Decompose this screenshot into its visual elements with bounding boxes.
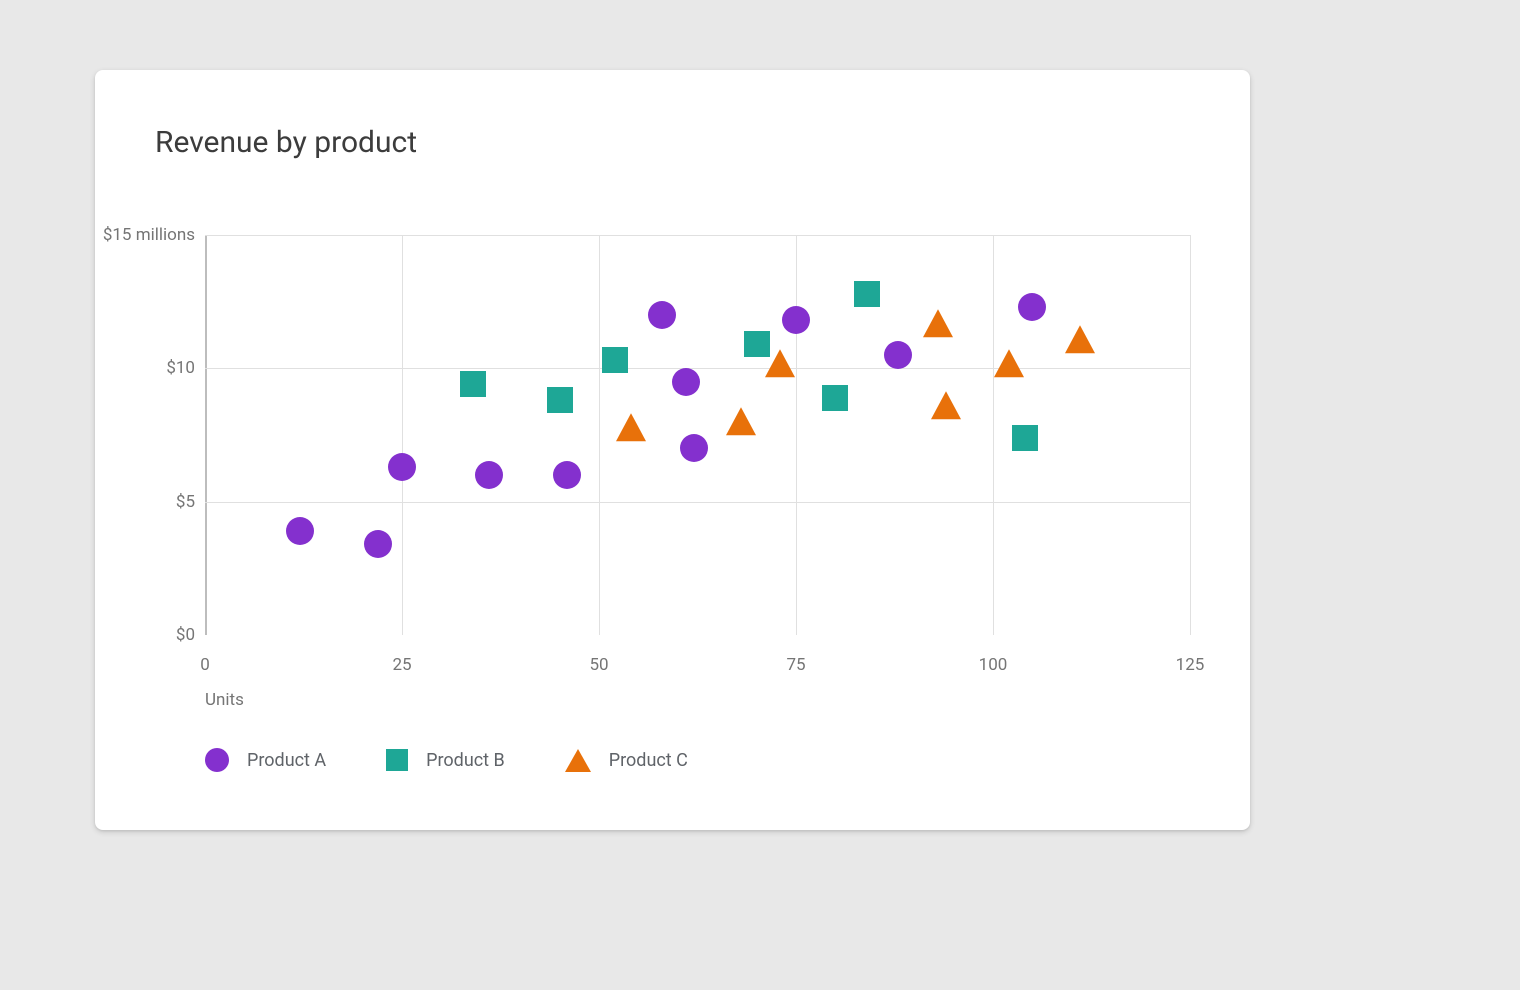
x-tick-label: 100: [979, 655, 1008, 675]
data-point: [460, 371, 486, 397]
x-tick-label: 125: [1176, 655, 1205, 675]
legend-item-product-c: Product C: [565, 749, 688, 772]
gridline-h: [205, 502, 1190, 503]
gridline-h: [205, 368, 1190, 369]
legend-item-product-a: Product A: [205, 748, 326, 772]
legend: Product A Product B Product C: [205, 748, 688, 772]
data-point: [602, 347, 628, 373]
y-tick-label: $0: [176, 625, 195, 645]
data-point: [726, 408, 756, 436]
data-point: [364, 530, 392, 558]
y-axis-line: [205, 235, 207, 635]
data-point: [553, 461, 581, 489]
square-icon: [386, 749, 408, 771]
gridline-v: [599, 235, 600, 635]
triangle-icon: [565, 749, 591, 772]
gridline-v: [993, 235, 994, 635]
legend-label: Product B: [426, 750, 505, 771]
legend-label: Product A: [247, 750, 326, 771]
data-point: [822, 385, 848, 411]
y-tick-label: $10: [166, 358, 195, 378]
data-point: [782, 306, 810, 334]
plot-area: $0$5$10$15 millions0255075100125Units: [205, 235, 1190, 635]
gridline-h: [205, 235, 1190, 236]
data-point: [672, 368, 700, 396]
chart-card: Revenue by product $0$5$10$15 millions02…: [95, 70, 1250, 830]
data-point: [648, 301, 676, 329]
data-point: [680, 434, 708, 462]
circle-icon: [205, 748, 229, 772]
data-point: [931, 392, 961, 420]
gridline-v: [796, 235, 797, 635]
data-point: [388, 453, 416, 481]
data-point: [884, 341, 912, 369]
data-point: [286, 517, 314, 545]
data-point: [994, 349, 1024, 377]
data-point: [475, 461, 503, 489]
data-point: [616, 413, 646, 441]
x-tick-label: 25: [392, 655, 411, 675]
legend-label: Product C: [609, 750, 688, 771]
data-point: [1065, 325, 1095, 353]
y-tick-label: $5: [176, 492, 195, 512]
data-point: [547, 387, 573, 413]
data-point: [854, 281, 880, 307]
gridline-v: [1190, 235, 1191, 635]
data-point: [765, 349, 795, 377]
data-point: [1012, 425, 1038, 451]
legend-item-product-b: Product B: [386, 749, 505, 771]
x-tick-label: 0: [200, 655, 210, 675]
y-tick-label: $15 millions: [103, 225, 195, 245]
chart-title: Revenue by product: [155, 125, 417, 160]
gridline-v: [402, 235, 403, 635]
x-axis-label: Units: [205, 690, 244, 710]
x-tick-label: 75: [786, 655, 805, 675]
x-tick-label: 50: [589, 655, 608, 675]
data-point: [1018, 293, 1046, 321]
data-point: [923, 309, 953, 337]
